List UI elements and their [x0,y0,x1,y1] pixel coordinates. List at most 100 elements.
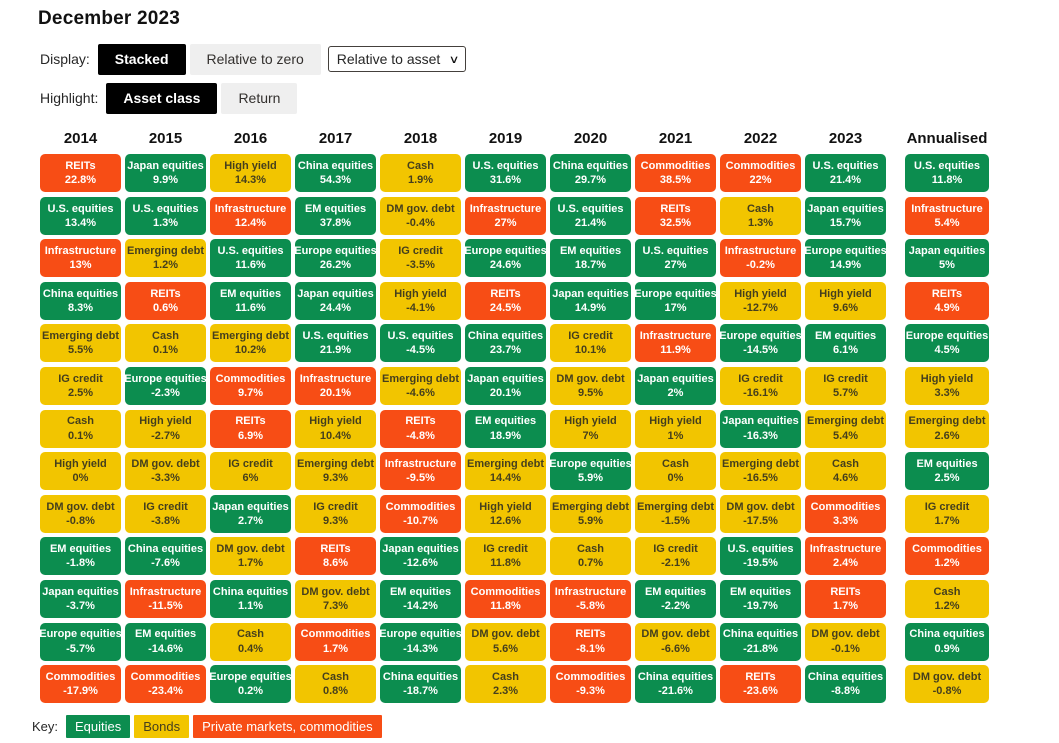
return-cell-2022-ig-credit[interactable]: IG credit -16.1% [720,366,801,405]
return-cell-2018-china-equities[interactable]: China equities -18.7% [380,665,461,704]
return-cell-2018-cash[interactable]: Cash 1.9% [380,154,461,192]
return-cell-2015-dm-gov-debt[interactable]: DM gov. debt -3.3% [125,452,206,491]
return-cell-2023-reits[interactable]: REITs 1.7% [805,579,886,618]
return-cell-2023-high-yield[interactable]: High yield 9.6% [805,281,886,320]
return-cell-2023-emerging-debt[interactable]: Emerging debt 5.4% [805,409,886,448]
display-stacked-button[interactable]: Stacked [97,43,186,75]
return-cell-2015-china-equities[interactable]: China equities -7.6% [125,537,206,576]
return-cell-2019-high-yield[interactable]: High yield 12.6% [465,494,546,533]
return-cell-2018-dm-gov-debt[interactable]: DM gov. debt -0.4% [380,196,461,235]
return-cell-2023-japan-equities[interactable]: Japan equities 15.7% [805,196,886,235]
return-cell-2021-emerging-debt[interactable]: Emerging debt -1.5% [635,494,716,533]
return-cell-2022-emerging-debt[interactable]: Emerging debt -16.5% [720,452,801,491]
return-cell-2020-cash[interactable]: Cash 0.7% [550,537,631,576]
return-cell-2023-em-equities[interactable]: EM equities 6.1% [805,324,886,363]
return-cell-2021-infrastructure[interactable]: Infrastructure 11.9% [635,324,716,363]
return-cell-2023-u-s-equities[interactable]: U.S. equities 21.4% [805,154,886,192]
return-cell-2019-ig-credit[interactable]: IG credit 11.8% [465,537,546,576]
return-cell-2020-ig-credit[interactable]: IG credit 10.1% [550,324,631,363]
return-cell-2014-reits[interactable]: REITs 22.8% [40,154,121,192]
return-cell-2021-china-equities[interactable]: China equities -21.6% [635,665,716,704]
return-cell-2020-emerging-debt[interactable]: Emerging debt 5.9% [550,494,631,533]
return-cell-annualised-japan-equities[interactable]: Japan equities 5% [905,239,989,278]
return-cell-2020-commodities[interactable]: Commodities -9.3% [550,665,631,704]
return-cell-annualised-china-equities[interactable]: China equities 0.9% [905,622,989,661]
return-cell-2018-commodities[interactable]: Commodities -10.7% [380,494,461,533]
return-cell-2014-infrastructure[interactable]: Infrastructure 13% [40,239,121,278]
return-cell-2022-reits[interactable]: REITs -23.6% [720,665,801,704]
display-relative-to-zero-button[interactable]: Relative to zero [189,43,321,75]
return-cell-2019-europe-equities[interactable]: Europe equities 24.6% [464,239,547,278]
return-cell-annualised-emerging-debt[interactable]: Emerging debt 2.6% [905,409,989,448]
return-cell-2015-em-equities[interactable]: EM equities -14.6% [125,622,206,661]
return-cell-2021-u-s-equities[interactable]: U.S. equities 27% [635,239,716,278]
return-cell-2016-infrastructure[interactable]: Infrastructure 12.4% [210,196,291,235]
return-cell-2020-u-s-equities[interactable]: U.S. equities 21.4% [550,196,631,235]
return-cell-2015-europe-equities[interactable]: Europe equities -2.3% [124,366,207,405]
return-cell-2019-cash[interactable]: Cash 2.3% [465,665,546,704]
return-cell-2021-japan-equities[interactable]: Japan equities 2% [635,366,716,405]
return-cell-2015-commodities[interactable]: Commodities -23.4% [125,665,206,704]
return-cell-2016-japan-equities[interactable]: Japan equities 2.7% [210,494,291,533]
return-cell-2020-dm-gov-debt[interactable]: DM gov. debt 9.5% [550,366,631,405]
return-cell-2017-emerging-debt[interactable]: Emerging debt 9.3% [295,452,376,491]
return-cell-2019-dm-gov-debt[interactable]: DM gov. debt 5.6% [465,622,546,661]
return-cell-annualised-em-equities[interactable]: EM equities 2.5% [905,452,989,491]
return-cell-2016-ig-credit[interactable]: IG credit 6% [210,452,291,491]
return-cell-2015-cash[interactable]: Cash 0.1% [125,324,206,363]
return-cell-annualised-cash[interactable]: Cash 1.2% [905,579,989,618]
return-cell-2019-commodities[interactable]: Commodities 11.8% [465,579,546,618]
relative-to-asset-select[interactable]: Relative to asset ∨ [327,46,467,72]
return-cell-2014-u-s-equities[interactable]: U.S. equities 13.4% [40,196,121,235]
return-cell-2016-em-equities[interactable]: EM equities 11.6% [210,281,291,320]
return-cell-2018-ig-credit[interactable]: IG credit -3.5% [380,239,461,278]
return-cell-2015-high-yield[interactable]: High yield -2.7% [125,409,206,448]
return-cell-2022-u-s-equities[interactable]: U.S. equities -19.5% [720,537,801,576]
return-cell-2020-japan-equities[interactable]: Japan equities 14.9% [550,281,631,320]
return-cell-2022-high-yield[interactable]: High yield -12.7% [720,281,801,320]
return-cell-2015-emerging-debt[interactable]: Emerging debt 1.2% [125,239,206,278]
return-cell-2015-japan-equities[interactable]: Japan equities 9.9% [125,154,206,192]
return-cell-2017-dm-gov-debt[interactable]: DM gov. debt 7.3% [295,579,376,618]
return-cell-2018-high-yield[interactable]: High yield -4.1% [380,281,461,320]
return-cell-2015-reits[interactable]: REITs 0.6% [125,281,206,320]
return-cell-annualised-high-yield[interactable]: High yield 3.3% [905,366,989,405]
return-cell-2014-high-yield[interactable]: High yield 0% [40,452,121,491]
return-cell-2014-em-equities[interactable]: EM equities -1.8% [40,537,121,576]
return-cell-2020-infrastructure[interactable]: Infrastructure -5.8% [550,579,631,618]
return-cell-2017-china-equities[interactable]: China equities 54.3% [295,154,376,192]
return-cell-2017-europe-equities[interactable]: Europe equities 26.2% [294,239,377,278]
return-cell-2021-europe-equities[interactable]: Europe equities 17% [634,281,717,320]
return-cell-2016-high-yield[interactable]: High yield 14.3% [210,154,291,192]
return-cell-2017-ig-credit[interactable]: IG credit 9.3% [295,494,376,533]
return-cell-2019-infrastructure[interactable]: Infrastructure 27% [465,196,546,235]
return-cell-2022-dm-gov-debt[interactable]: DM gov. debt -17.5% [720,494,801,533]
return-cell-2020-high-yield[interactable]: High yield 7% [550,409,631,448]
return-cell-2014-ig-credit[interactable]: IG credit 2.5% [40,366,121,405]
return-cell-2014-japan-equities[interactable]: Japan equities -3.7% [40,579,121,618]
return-cell-2016-dm-gov-debt[interactable]: DM gov. debt 1.7% [210,537,291,576]
return-cell-2023-ig-credit[interactable]: IG credit 5.7% [805,366,886,405]
return-cell-2023-commodities[interactable]: Commodities 3.3% [805,494,886,533]
return-cell-2018-europe-equities[interactable]: Europe equities -14.3% [379,622,462,661]
return-cell-2016-reits[interactable]: REITs 6.9% [210,409,291,448]
return-cell-2017-infrastructure[interactable]: Infrastructure 20.1% [295,366,376,405]
return-cell-2016-cash[interactable]: Cash 0.4% [210,622,291,661]
return-cell-2023-europe-equities[interactable]: Europe equities 14.9% [804,239,887,278]
return-cell-2017-u-s-equities[interactable]: U.S. equities 21.9% [295,324,376,363]
return-cell-2023-cash[interactable]: Cash 4.6% [805,452,886,491]
return-cell-2020-europe-equities[interactable]: Europe equities 5.9% [549,452,632,491]
return-cell-2014-china-equities[interactable]: China equities 8.3% [40,281,121,320]
return-cell-2018-emerging-debt[interactable]: Emerging debt -4.6% [380,366,461,405]
return-cell-annualised-reits[interactable]: REITs 4.9% [905,281,989,320]
return-cell-2021-ig-credit[interactable]: IG credit -2.1% [635,537,716,576]
return-cell-2018-infrastructure[interactable]: Infrastructure -9.5% [380,452,461,491]
return-cell-2017-commodities[interactable]: Commodities 1.7% [295,622,376,661]
return-cell-2014-europe-equities[interactable]: Europe equities -5.7% [39,622,122,661]
return-cell-annualised-u-s-equities[interactable]: U.S. equities 11.8% [905,154,989,192]
return-cell-2023-infrastructure[interactable]: Infrastructure 2.4% [805,537,886,576]
return-cell-2017-em-equities[interactable]: EM equities 37.8% [295,196,376,235]
return-cell-2014-emerging-debt[interactable]: Emerging debt 5.5% [40,324,121,363]
return-cell-2022-em-equities[interactable]: EM equities -19.7% [720,579,801,618]
return-cell-2022-cash[interactable]: Cash 1.3% [720,196,801,235]
